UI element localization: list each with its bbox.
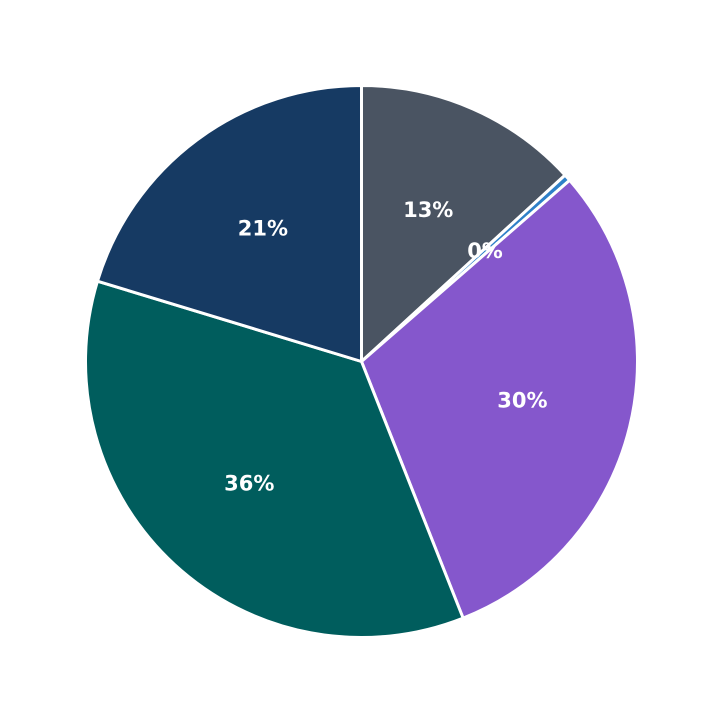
slice-percent-label: 30% [497,389,547,413]
pie-slice [360,84,567,363]
slice-percent-label: 0% [467,239,503,263]
slice-percent-label: 13% [403,198,453,222]
slice-percent-label: 36% [224,471,274,495]
pie-slice [84,279,465,639]
pie-slices [84,84,639,639]
pie-slice [360,178,639,620]
slice-percent-label: 21% [238,216,288,240]
pie-labels: 13% 0% 30% 36% 21% [224,198,547,495]
pie-slice [95,84,363,363]
